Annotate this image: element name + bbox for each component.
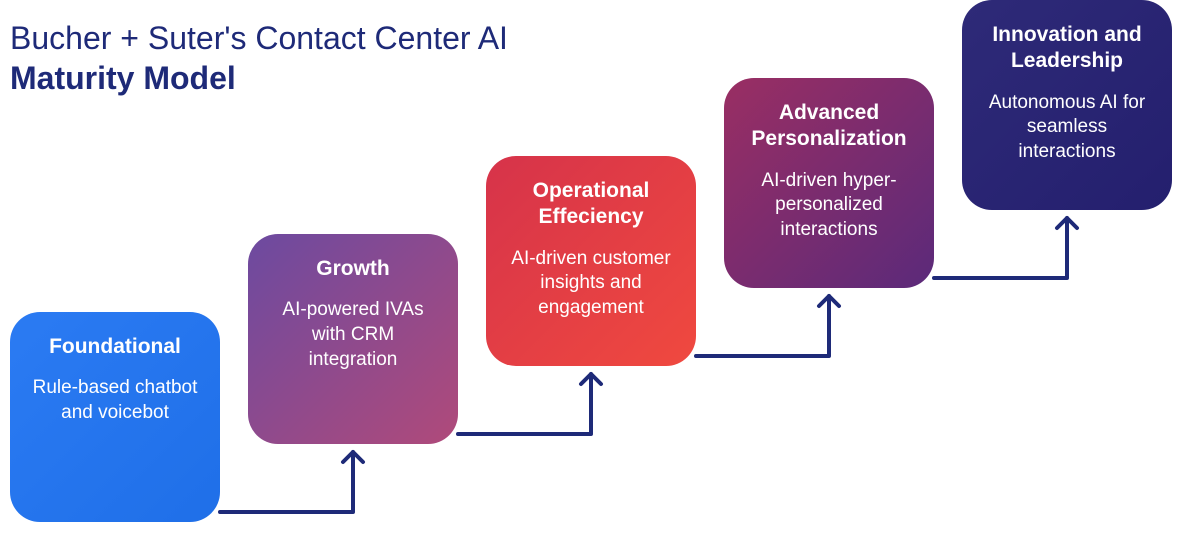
maturity-card-description: Rule-based chatbot and voicebot [28,376,202,425]
maturity-card-innovation-leadership: Innovation and Leadership Autonomous AI f… [962,0,1172,210]
step-arrow [448,354,611,444]
step-arrow [210,432,373,522]
maturity-card-advanced-personalization: Advanced Personalization AI-driven hyper-… [724,78,934,288]
maturity-card-foundational: Foundational Rule-based chatbot and voice… [10,312,220,522]
maturity-card-heading: Advanced Personalization [742,100,916,153]
title-line-1: Bucher + Suter's Contact Center AI [10,20,508,56]
maturity-card-heading: Foundational [28,334,202,360]
maturity-card-heading: Growth [266,256,440,282]
maturity-card-description: Autonomous AI for seamless interactions [980,91,1154,165]
maturity-card-description: AI-driven hyper-personalized interaction… [742,169,916,243]
maturity-card-growth: Growth AI-powered IVAs with CRM integrati… [248,234,458,444]
maturity-card-heading: Innovation and Leadership [980,22,1154,75]
maturity-card-description: AI-driven customer insights and engageme… [504,247,678,321]
title-line-2: Maturity Model [10,60,236,96]
maturity-card-operational-efficiency: Operational Effeciency AI-driven customer… [486,156,696,366]
maturity-card-heading: Operational Effeciency [504,178,678,231]
step-arrow [686,276,849,366]
maturity-card-description: AI-powered IVAs with CRM integration [266,298,440,372]
step-arrow [924,198,1087,288]
diagram-title: Bucher + Suter's Contact Center AI Matur… [10,18,508,98]
